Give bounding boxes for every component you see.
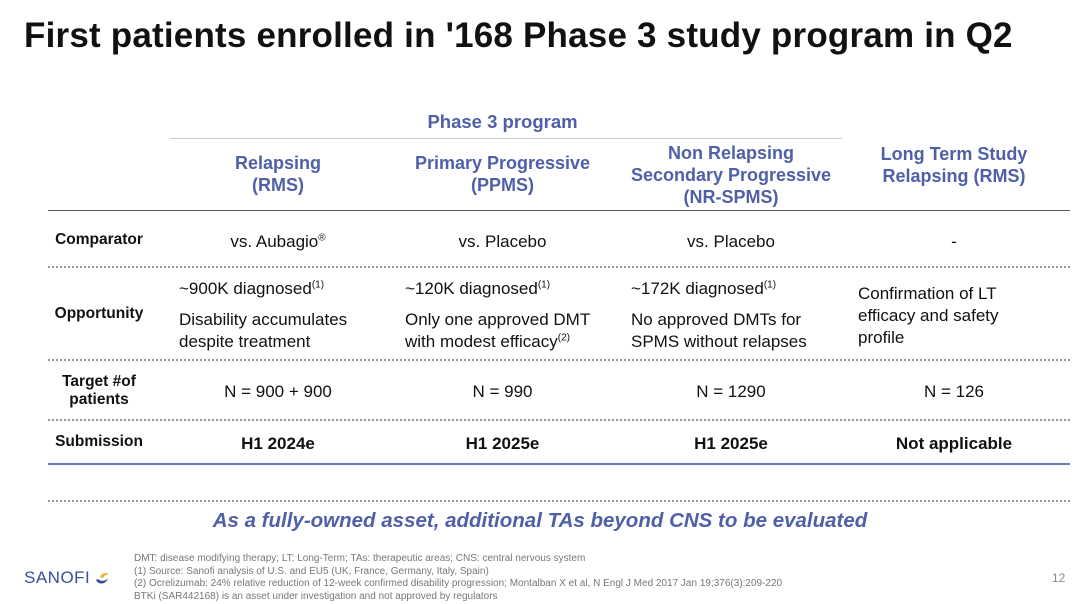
- page-title: First patients enrolled in '168 Phase 3 …: [24, 16, 1013, 55]
- sanofi-bird-icon: [96, 573, 110, 584]
- opportunity-rms-description: Disability accumulates despite treatment: [179, 310, 348, 351]
- column-header-long-term: Long Term Study Relapsing (RMS): [880, 144, 1028, 186]
- comparator-long-term: -: [951, 232, 957, 251]
- opportunity-rms-diagnosed: ~900K diagnosed(1): [179, 279, 325, 298]
- tagline: As a fully-owned asset, additional TAs b…: [212, 509, 868, 532]
- row-label-submission: Submission: [55, 433, 143, 450]
- column-header-rms: Relapsing (RMS): [234, 153, 322, 195]
- submission-ppms: H1 2025e: [465, 434, 540, 453]
- phase-header-divider: [170, 138, 842, 139]
- target-long-term: N = 126: [923, 382, 984, 401]
- comparator-ppms: vs. Placebo: [458, 232, 547, 251]
- submission-rms: H1 2024e: [241, 434, 315, 453]
- row-label-comparator: Comparator: [55, 231, 143, 248]
- opportunity-nr-spms-diagnosed: ~172K diagnosed(1): [631, 279, 777, 298]
- submission-long-term: Not applicable: [895, 434, 1013, 453]
- header-rule: [48, 210, 1070, 211]
- column-header-nr-spms: Non Relapsing Secondary Progressive (NR-…: [630, 143, 832, 207]
- row-divider: [48, 419, 1070, 421]
- registered-mark: ®: [318, 232, 326, 244]
- opportunity-ppms-diagnosed: ~120K diagnosed(1): [405, 279, 551, 298]
- page-number: 12: [1052, 571, 1066, 585]
- opportunity-long-term: Confirmation of LT efficacy and safety p…: [858, 284, 999, 347]
- footnotes: DMT: disease modifying therapy; LT: Long…: [134, 553, 783, 602]
- comparator-rms: vs. Aubagio®: [230, 232, 326, 251]
- row-label-opportunity: Opportunity: [54, 305, 144, 322]
- submission-nr-spms: H1 2025e: [694, 434, 768, 453]
- sanofi-logo: SANOFI: [24, 568, 111, 588]
- tagline-divider: [48, 500, 1070, 502]
- row-label-target-patients: Target #of patients: [62, 373, 136, 408]
- table-bottom-rule: [48, 463, 1070, 465]
- target-ppms: N = 990: [472, 382, 533, 401]
- opportunity-ppms-description: Only one approved DMT with modest effica…: [405, 310, 591, 351]
- phase-program-header: Phase 3 program: [427, 111, 578, 132]
- opportunity-nr-spms-description: No approved DMTs for SPMS without relaps…: [631, 310, 807, 351]
- target-rms: N = 900 + 900: [224, 382, 332, 401]
- row-divider: [48, 359, 1070, 361]
- comparator-nr-spms: vs. Placebo: [687, 232, 775, 251]
- column-header-ppms: Primary Progressive (PPMS): [414, 153, 591, 195]
- target-nr-spms: N = 1290: [696, 382, 766, 401]
- row-divider: [48, 266, 1070, 268]
